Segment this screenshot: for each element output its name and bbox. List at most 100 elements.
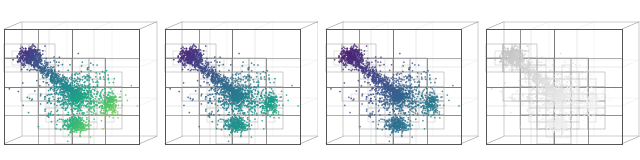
Point [184,61,195,64]
Point [65,125,75,127]
Point [38,77,49,79]
Point [223,123,234,126]
Point [69,90,79,93]
Point [70,95,80,97]
Point [366,97,376,100]
Point [184,53,194,55]
Point [511,58,521,60]
Point [353,66,364,68]
Point [246,90,256,93]
Point [67,128,77,131]
Point [396,125,406,128]
Point [384,87,394,90]
Point [394,95,404,97]
Point [429,101,439,103]
Point [544,120,554,123]
Point [526,69,536,71]
Point [396,123,406,126]
Point [61,107,72,110]
Point [497,60,508,62]
Point [92,85,102,87]
Point [556,119,566,122]
Bar [360,58,368,65]
Point [552,119,562,121]
Point [86,95,97,97]
Point [230,98,241,100]
Point [397,96,407,99]
Point [367,68,378,71]
Point [520,68,530,71]
Point [67,95,77,97]
Point [390,96,401,99]
Point [220,85,230,88]
Point [35,54,45,56]
Point [44,100,54,103]
Point [562,127,572,130]
Point [391,115,401,117]
Point [534,92,544,94]
Point [556,128,566,131]
Point [26,59,36,61]
Point [404,92,414,95]
Bar [216,101,224,108]
Point [36,71,47,73]
Point [518,66,528,68]
Point [268,107,278,109]
Point [72,94,83,97]
Point [209,66,220,68]
Point [198,66,209,69]
Point [428,105,438,108]
Point [188,64,198,67]
Point [555,86,565,88]
Point [210,78,220,81]
Point [393,104,403,107]
Point [49,90,60,93]
Point [544,81,554,84]
Point [243,97,253,99]
Point [70,91,80,94]
Point [83,68,93,71]
Point [365,89,375,92]
Point [71,97,81,99]
Point [264,103,275,106]
Point [404,114,415,116]
Point [67,91,77,93]
Point [516,59,526,61]
Point [579,97,589,99]
Point [373,123,383,126]
Point [396,104,406,107]
Point [49,60,59,62]
Bar [342,87,360,101]
Point [545,85,555,88]
Point [382,88,392,90]
Point [69,98,79,100]
Point [504,50,515,53]
Point [346,49,356,51]
Point [227,78,237,81]
Point [246,76,257,79]
Point [521,70,531,72]
Point [554,90,564,93]
Point [224,100,234,103]
Point [378,100,388,103]
Bar [250,72,258,79]
Point [219,124,229,127]
Point [554,101,564,104]
Point [399,79,409,81]
Point [388,94,399,97]
Point [64,87,74,89]
Point [397,92,408,94]
Point [108,99,118,101]
Point [67,99,77,102]
Point [381,76,392,79]
Point [229,122,239,124]
Point [227,99,237,102]
Point [514,60,524,63]
Point [355,63,365,66]
Point [545,103,556,105]
Point [196,53,206,56]
Point [222,124,232,127]
Point [216,86,226,88]
Point [252,81,262,84]
Bar [164,29,300,144]
